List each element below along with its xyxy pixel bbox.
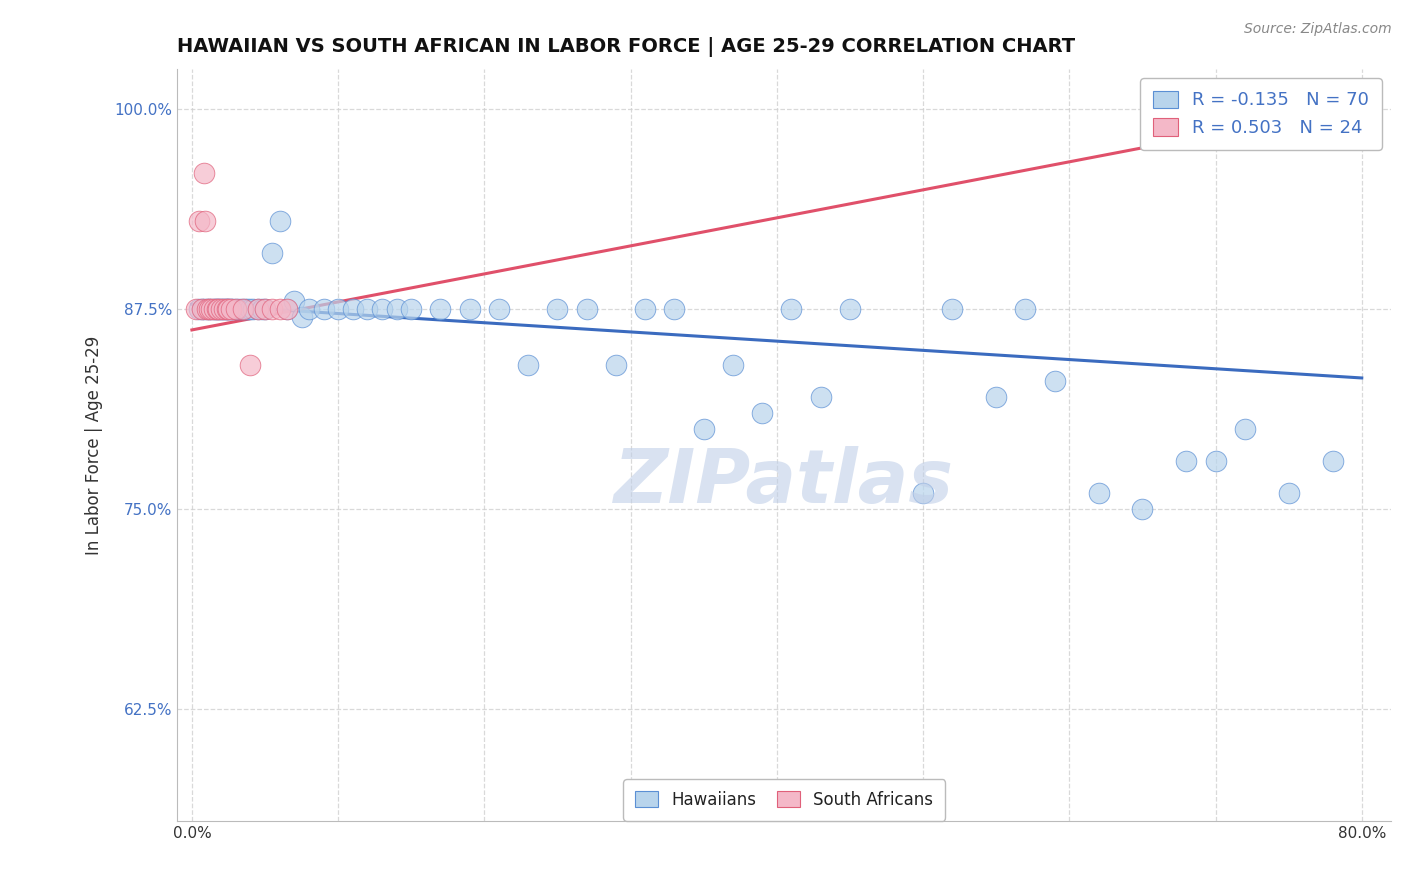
Point [283, 294, 305, 309]
Point [215, 302, 238, 317]
Point [246, 302, 269, 317]
Point [188, 302, 211, 317]
Point [225, 302, 247, 317]
Point [575, 302, 598, 317]
Point [290, 310, 312, 325]
Point [634, 302, 657, 317]
Point [1043, 374, 1066, 388]
Point [269, 302, 291, 317]
Point [664, 302, 686, 317]
Point [399, 302, 422, 317]
Point [1014, 302, 1036, 317]
Point [810, 390, 832, 404]
Point [1205, 454, 1227, 468]
Point [721, 358, 744, 372]
Point [250, 302, 273, 317]
Point [221, 302, 243, 317]
Legend: Hawaiians, South Africans: Hawaiians, South Africans [623, 780, 945, 821]
Point [356, 302, 378, 317]
Point [385, 302, 408, 317]
Point [262, 302, 284, 317]
Point [276, 302, 298, 317]
Point [693, 422, 716, 436]
Point [269, 214, 291, 228]
Point [221, 302, 243, 317]
Y-axis label: In Labor Force | Age 25-29: In Labor Force | Age 25-29 [86, 335, 103, 555]
Point [225, 302, 247, 317]
Point [207, 302, 229, 317]
Point [209, 302, 232, 317]
Point [194, 214, 217, 228]
Point [912, 486, 935, 500]
Point [546, 302, 568, 317]
Point [205, 302, 228, 317]
Point [312, 302, 335, 317]
Point [488, 302, 510, 317]
Point [1132, 502, 1154, 516]
Point [208, 302, 231, 317]
Point [986, 390, 1008, 404]
Point [211, 302, 233, 317]
Point [253, 302, 276, 317]
Point [458, 302, 481, 317]
Point [326, 302, 349, 317]
Point [232, 302, 254, 317]
Point [233, 302, 256, 317]
Point [780, 302, 803, 317]
Text: HAWAIIAN VS SOUTH AFRICAN IN LABOR FORCE | AGE 25-29 CORRELATION CHART: HAWAIIAN VS SOUTH AFRICAN IN LABOR FORCE… [177, 37, 1076, 57]
Point [205, 302, 228, 317]
Point [371, 302, 394, 317]
Point [188, 214, 211, 228]
Point [239, 302, 262, 317]
Point [276, 302, 298, 317]
Point [222, 302, 245, 317]
Point [429, 302, 451, 317]
Point [207, 302, 229, 317]
Point [219, 302, 242, 317]
Point [200, 302, 222, 317]
Point [605, 358, 627, 372]
Point [217, 302, 239, 317]
Text: ZIPatlas: ZIPatlas [614, 446, 955, 519]
Point [202, 302, 225, 317]
Point [200, 302, 222, 317]
Point [941, 302, 963, 317]
Point [191, 302, 214, 317]
Point [1322, 454, 1344, 468]
Point [195, 302, 218, 317]
Point [262, 246, 284, 260]
Point [1087, 486, 1109, 500]
Point [342, 302, 364, 317]
Point [242, 302, 264, 317]
Point [751, 406, 773, 420]
Point [191, 302, 214, 317]
Point [215, 302, 238, 317]
Point [204, 302, 226, 317]
Point [193, 166, 215, 180]
Point [212, 302, 235, 317]
Point [1175, 454, 1198, 468]
Point [228, 302, 250, 317]
Point [246, 302, 269, 317]
Point [217, 302, 239, 317]
Point [209, 302, 232, 317]
Point [253, 302, 276, 317]
Point [239, 358, 262, 372]
Point [212, 302, 235, 317]
Point [202, 302, 225, 317]
Point [1278, 486, 1301, 500]
Point [193, 302, 215, 317]
Point [231, 302, 253, 317]
Point [1233, 422, 1256, 436]
Point [198, 302, 221, 317]
Point [198, 302, 221, 317]
Point [236, 302, 259, 317]
Text: Source: ZipAtlas.com: Source: ZipAtlas.com [1244, 22, 1392, 37]
Point [839, 302, 862, 317]
Point [195, 302, 218, 317]
Point [186, 302, 208, 317]
Point [517, 358, 540, 372]
Point [298, 302, 321, 317]
Point [214, 302, 236, 317]
